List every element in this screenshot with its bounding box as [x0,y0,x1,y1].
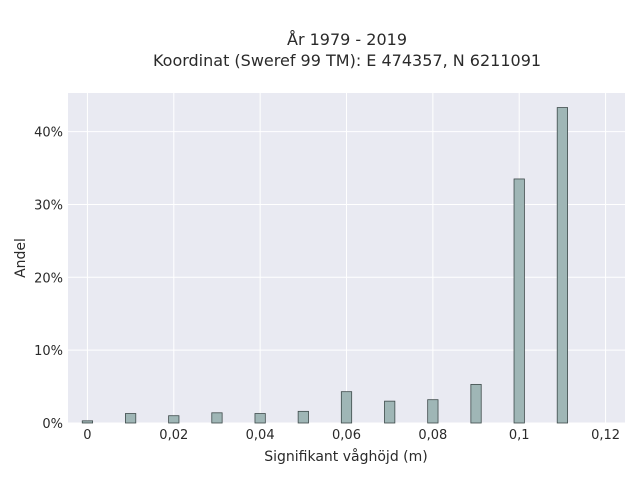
chart-title-line1: År 1979 - 2019 [287,30,407,49]
bar-11 [556,107,568,424]
y-tick-label-1: 10% [34,344,63,359]
bar-1 [125,413,137,424]
x-tick-label-2: 0,04 [246,428,275,443]
x-axis-label: Signifikant våghöjd (m) [264,448,427,465]
bar-8 [427,399,439,424]
bar-6 [340,391,353,424]
bar-9 [470,383,482,424]
x-tick-label-1: 0,02 [159,428,188,443]
grid [68,93,625,424]
x-tick-label-6: 0,12 [591,428,620,443]
x-tick-label-4: 0,08 [418,428,447,443]
y-tick-label-2: 20% [34,271,63,286]
bar-4 [254,413,266,424]
y-tick-label-4: 40% [34,126,63,141]
x-tick-label-3: 0,06 [332,428,361,443]
chart-title-line2: Koordinat (Sweref 99 TM): E 474357, N 62… [153,51,541,70]
y-axis-label: Andel [13,238,29,278]
bar-3 [211,412,223,424]
bars [81,107,568,424]
y-tick-labels: 0% 10% 20% 30% 40% [34,126,63,432]
y-tick-label-0: 0% [42,417,63,432]
bar-2 [168,415,180,424]
x-tick-label-0: 0 [83,428,91,443]
bar-5 [297,410,309,424]
bar-0 [81,420,94,424]
x-tick-label-5: 0,1 [509,428,530,443]
y-tick-label-3: 30% [34,198,63,213]
bar-7 [384,400,396,424]
x-tick-labels: 0 0,02 0,04 0,06 0,08 0,1 0,12 [83,428,620,443]
bar-10 [513,178,525,424]
